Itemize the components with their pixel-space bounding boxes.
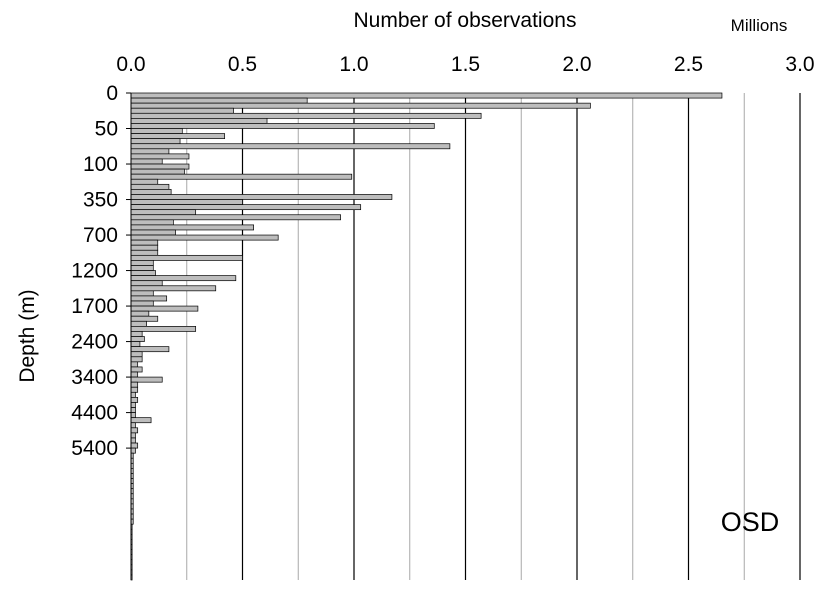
bar (130, 300, 154, 307)
bar (130, 346, 170, 353)
y-tick-labels: 0 50 100 350 700 1200 1700 2400 3400 4400 5400 (71, 82, 131, 460)
bar (130, 239, 159, 246)
bar (130, 234, 279, 241)
x-tick-label: 2.5 (674, 53, 703, 76)
bar (130, 194, 393, 200)
bar (130, 92, 723, 99)
bar (130, 183, 170, 190)
bar (130, 163, 190, 170)
bar (130, 133, 226, 140)
bar (130, 315, 159, 322)
bar (130, 290, 154, 297)
bar (130, 112, 482, 119)
bar (130, 97, 308, 104)
bar (130, 138, 181, 145)
bar (130, 199, 243, 205)
bar (130, 224, 255, 231)
y-tick-label: 5400 (71, 437, 118, 460)
y-tick-label: 0 (106, 82, 118, 105)
bar (130, 168, 185, 175)
bar (130, 366, 143, 373)
bar (130, 249, 159, 256)
bar (130, 305, 199, 312)
bar (130, 275, 237, 282)
bar (130, 214, 341, 221)
bar (130, 391, 136, 398)
bar (130, 265, 154, 271)
bar (130, 386, 139, 393)
bar (130, 128, 183, 134)
bar (130, 310, 150, 317)
x-axis-units: Millions (731, 16, 788, 35)
bar (130, 331, 143, 337)
x-axis-title: Number of observations (354, 9, 577, 32)
bar (130, 320, 147, 327)
bar (130, 447, 136, 454)
bar (130, 326, 197, 332)
y-tick-label: 350 (83, 189, 118, 212)
bar (130, 143, 451, 150)
bars (130, 92, 723, 581)
y-tick-label: 1700 (71, 295, 118, 318)
bar (130, 285, 217, 292)
bar (130, 402, 136, 408)
bar (130, 336, 145, 342)
bar (130, 158, 163, 165)
bar (130, 178, 159, 185)
y-tick-label: 50 (95, 118, 118, 141)
bar (130, 407, 136, 413)
x-tick-label: 1.5 (451, 53, 480, 76)
bar (130, 153, 190, 160)
bar (130, 173, 353, 180)
y-tick-label: 4400 (71, 402, 118, 425)
bar (130, 397, 139, 403)
x-tick-label: 0.5 (228, 53, 257, 76)
bar (130, 189, 172, 195)
bar (130, 356, 143, 363)
bar (130, 341, 141, 347)
x-tick-label: 3.0 (785, 53, 814, 76)
bar (130, 204, 362, 211)
bar (130, 437, 136, 444)
x-tick-label: 1.0 (339, 53, 368, 76)
bar (130, 351, 143, 358)
gridlines (186, 93, 801, 580)
bar (130, 376, 163, 383)
bar (130, 417, 152, 424)
bar (130, 244, 159, 251)
bar (130, 422, 136, 429)
bar (130, 432, 136, 439)
bar (130, 118, 268, 124)
bar (130, 442, 139, 449)
y-tick-label: 2400 (71, 331, 118, 354)
y-axis-title: Depth (m) (16, 289, 39, 382)
bar (130, 148, 170, 155)
bar (130, 412, 136, 419)
bar (130, 427, 139, 434)
bar (130, 260, 154, 266)
bar (130, 361, 139, 368)
x-tick-label: 2.0 (562, 53, 591, 76)
x-tick-label: 0.0 (116, 53, 145, 76)
bar (130, 229, 176, 236)
x-tick-labels: 0.0 0.5 1.0 1.5 2.0 2.5 3.0 (116, 53, 814, 76)
bar (130, 280, 163, 287)
bar (130, 102, 591, 109)
bar (130, 381, 139, 388)
dataset-annotation: OSD (721, 507, 780, 537)
bar (130, 254, 243, 261)
y-tick-label: 1200 (71, 260, 118, 283)
y-tick-label: 700 (83, 224, 118, 247)
bar (130, 209, 197, 216)
bar (130, 295, 168, 302)
bar (130, 219, 174, 226)
y-tick-label: 3400 (71, 366, 118, 389)
bar (130, 123, 435, 129)
bar (130, 270, 156, 276)
bar (130, 371, 139, 378)
y-tick-label: 100 (83, 153, 118, 176)
bar (130, 107, 234, 114)
